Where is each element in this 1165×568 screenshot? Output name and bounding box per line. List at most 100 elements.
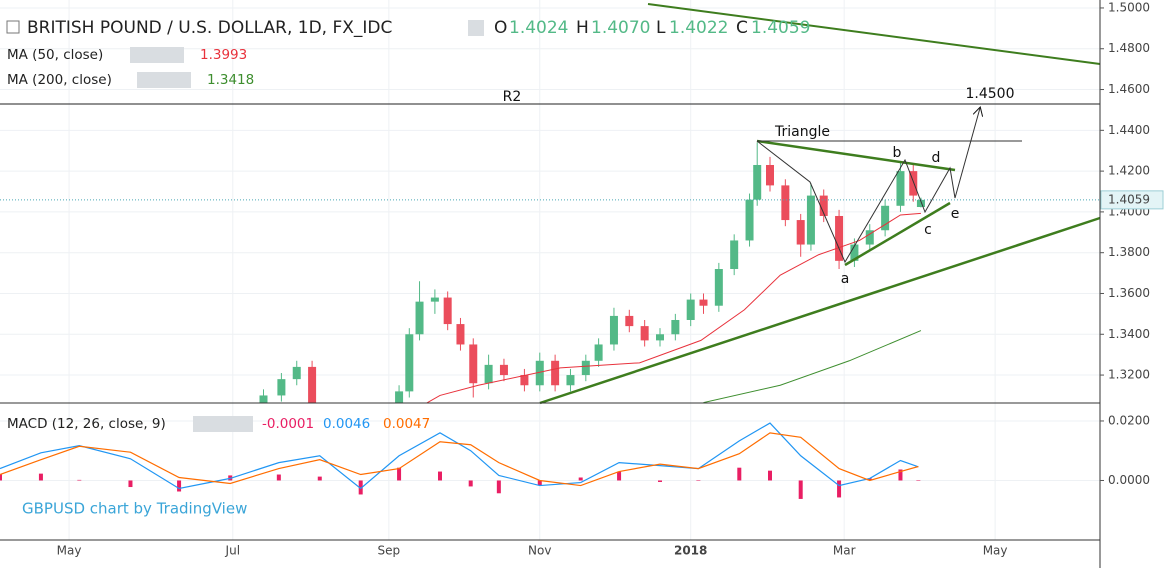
- candle-body: [686, 299, 695, 320]
- histogram-bar: [867, 478, 872, 481]
- histogram-bar: [696, 480, 701, 481]
- histogram-bar: [276, 474, 281, 481]
- candle-body: [671, 319, 680, 335]
- legend-label: MA (200, close): [7, 72, 112, 88]
- grid: [0, 0, 1100, 540]
- candle-body: [699, 299, 708, 306]
- ohlc-label: C: [736, 18, 748, 38]
- ohlc-value: 1.4022: [669, 18, 728, 38]
- candle-body: [819, 195, 828, 216]
- annotation: d: [932, 150, 941, 166]
- candle-body: [499, 364, 508, 376]
- candle-body: [753, 164, 762, 200]
- histogram-bar: [468, 480, 473, 487]
- histogram-bar: [438, 471, 442, 481]
- y-tick-label: 1.4600: [1108, 82, 1150, 96]
- indicator-icons[interactable]: [130, 47, 184, 63]
- candle-body: [609, 315, 618, 345]
- triangle-upper: [756, 139, 956, 172]
- candle-body: [781, 185, 790, 221]
- candle-body: [806, 195, 815, 245]
- wave-path: [756, 108, 980, 264]
- trend-line: [647, 3, 1101, 65]
- ohlc-label: O: [494, 18, 507, 38]
- x-tick-label: Jul: [225, 544, 240, 558]
- annotation: e: [951, 206, 960, 222]
- histogram-bar: [0, 474, 2, 481]
- histogram-bar: [496, 480, 501, 494]
- y-tick-label: 1.4400: [1108, 123, 1150, 137]
- candle-body: [484, 364, 493, 384]
- drawings: [0, 0, 1101, 568]
- candle-body: [730, 240, 739, 270]
- x-tick-label: May: [57, 544, 82, 558]
- ohlc-label: H: [576, 18, 589, 38]
- candle-body: [865, 230, 874, 245]
- ohlc-value: 1.4024: [509, 18, 568, 38]
- candle-body: [535, 360, 544, 386]
- candle-body: [835, 215, 844, 261]
- histogram-bar: [77, 479, 82, 481]
- candle-body: [909, 171, 918, 196]
- price-pane: [0, 142, 1100, 403]
- legend-label: MA (50, close): [7, 47, 103, 63]
- histogram-bar: [358, 480, 363, 495]
- legend-value: 0.0047: [383, 416, 430, 432]
- macd-pane: [0, 422, 921, 499]
- annotation: Triangle: [774, 124, 830, 140]
- ohlc-value: 1.4059: [751, 18, 810, 38]
- candle-body: [456, 324, 465, 345]
- histogram-bar: [798, 480, 803, 499]
- candle-body: [520, 375, 529, 386]
- histogram-bar: [617, 471, 622, 481]
- x-tick-label: 2018: [674, 544, 707, 558]
- candle-body: [277, 379, 286, 396]
- candle-body: [395, 391, 404, 403]
- annotation: R2: [503, 89, 522, 105]
- symbol-title: BRITISH POUND / U.S. DOLLAR, 1D, FX_IDC: [27, 18, 392, 38]
- candle-body: [916, 199, 925, 208]
- y-tick-label: 0.0000: [1108, 473, 1150, 487]
- candle-body: [551, 360, 560, 386]
- x-tick-label: May: [983, 544, 1008, 558]
- histogram-bar: [128, 480, 133, 488]
- last-price-box: [1100, 190, 1164, 210]
- legend-value: 1.3993: [200, 47, 247, 63]
- candle-body: [850, 244, 859, 261]
- watermark: GBPUSD chart by TradingView: [22, 500, 247, 518]
- support-line: [539, 216, 1101, 405]
- candle-body: [581, 360, 590, 376]
- annotation: b: [893, 145, 902, 161]
- legend-label: MACD (12, 26, close, 9): [7, 416, 166, 432]
- histogram-bar: [768, 470, 772, 481]
- histogram-bar: [317, 476, 322, 481]
- settings-icon[interactable]: [468, 20, 484, 36]
- candle-body: [566, 375, 575, 386]
- legend-value: 1.3418: [207, 72, 254, 88]
- candle-body: [259, 395, 268, 403]
- y-tick-label: 1.5000: [1108, 0, 1150, 14]
- annotation: 1.4500: [966, 86, 1015, 102]
- candle-body: [745, 199, 754, 241]
- candle-body: [881, 205, 890, 231]
- histogram-bar: [916, 480, 921, 481]
- axes: 1.50001.48001.46001.44001.42001.40001.38…: [57, 0, 1164, 558]
- histogram-bar: [38, 473, 43, 481]
- histogram-bar: [837, 480, 842, 498]
- candle-body: [415, 301, 424, 335]
- y-tick-label: 1.3400: [1108, 327, 1150, 341]
- candle-body: [656, 334, 664, 341]
- indicator-icons[interactable]: [137, 72, 191, 88]
- macd-line: [0, 432, 919, 487]
- legend-value: -0.0001: [262, 416, 314, 432]
- candle-body: [896, 171, 905, 206]
- histogram-bar: [177, 480, 182, 492]
- x-tick-label: Sep: [378, 544, 401, 558]
- indicator-icons[interactable]: [193, 416, 253, 432]
- candle-body: [430, 297, 439, 302]
- collapse-icon[interactable]: [6, 20, 20, 34]
- candle-body: [714, 269, 723, 306]
- x-tick-label: Mar: [833, 544, 856, 558]
- y-tick-label: 1.4200: [1108, 164, 1150, 178]
